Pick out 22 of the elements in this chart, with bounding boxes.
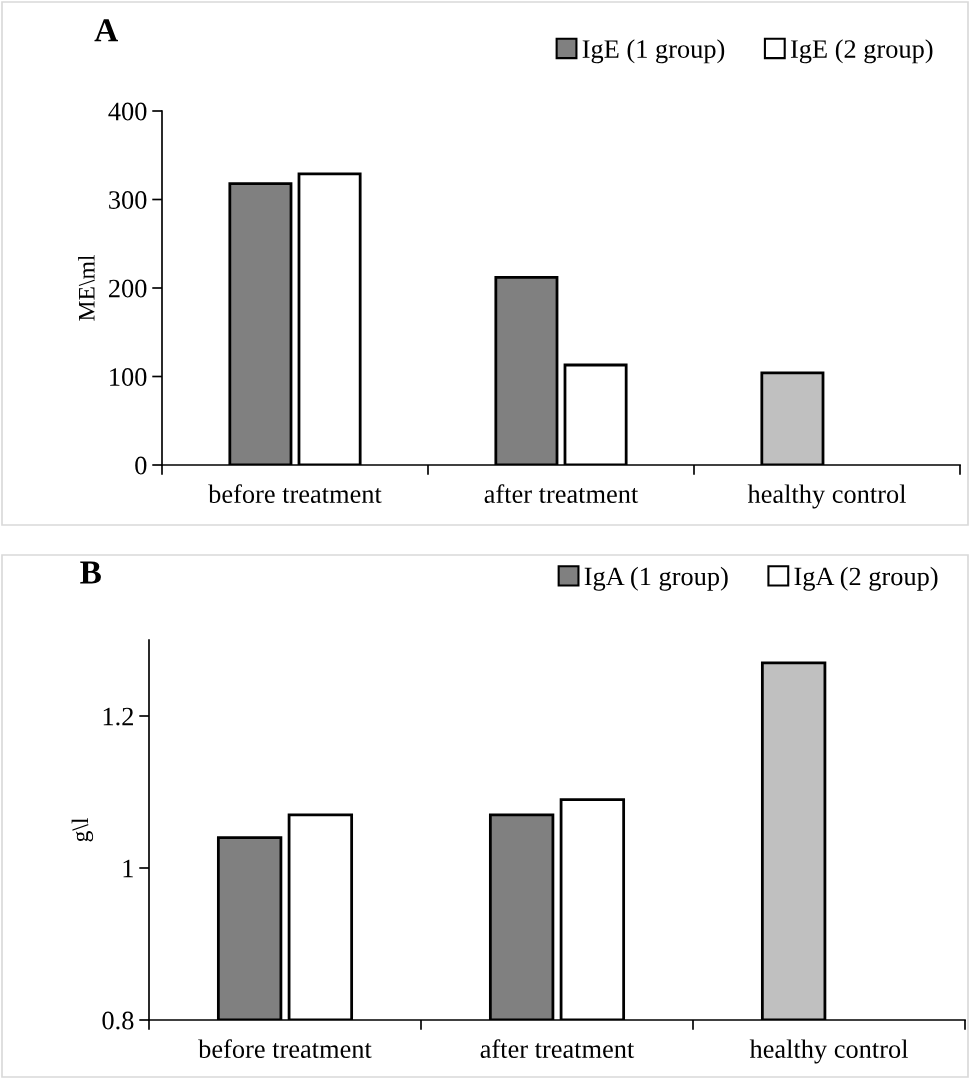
y-tick-label: 0 — [135, 456, 147, 475]
y-axis-title: ME\ml — [78, 255, 95, 321]
y-tick-label: 100 — [110, 368, 147, 386]
y-tick-label: 200 — [108, 279, 147, 298]
y-tick-label: 400 — [108, 102, 147, 121]
legend-label: IgA (2 group) — [794, 566, 938, 591]
y-tick-label: 1.2 — [103, 707, 133, 726]
legend-label: IgE (2 group) — [790, 39, 933, 64]
x-tick-label: healthy control — [749, 1039, 908, 1064]
text: B — [80, 561, 101, 584]
x-tick-label: after treatment — [480, 1039, 635, 1059]
y-tick-label: 1 — [123, 859, 133, 878]
x-tick-label: healthy control — [747, 484, 906, 509]
x-tick-label: before treatment — [198, 1039, 372, 1059]
y-axis-title: g\l — [71, 818, 94, 842]
legend-label: IgE (1 group) — [582, 39, 725, 64]
legend-label: IgA (1 group) — [584, 566, 728, 591]
y-tick-label: 300 — [109, 191, 147, 209]
y-tick-label: 0.8 — [102, 1011, 134, 1030]
text: A — [94, 19, 118, 42]
x-tick-label: before treatment — [208, 484, 382, 504]
x-tick-label: after treatment — [484, 484, 639, 504]
